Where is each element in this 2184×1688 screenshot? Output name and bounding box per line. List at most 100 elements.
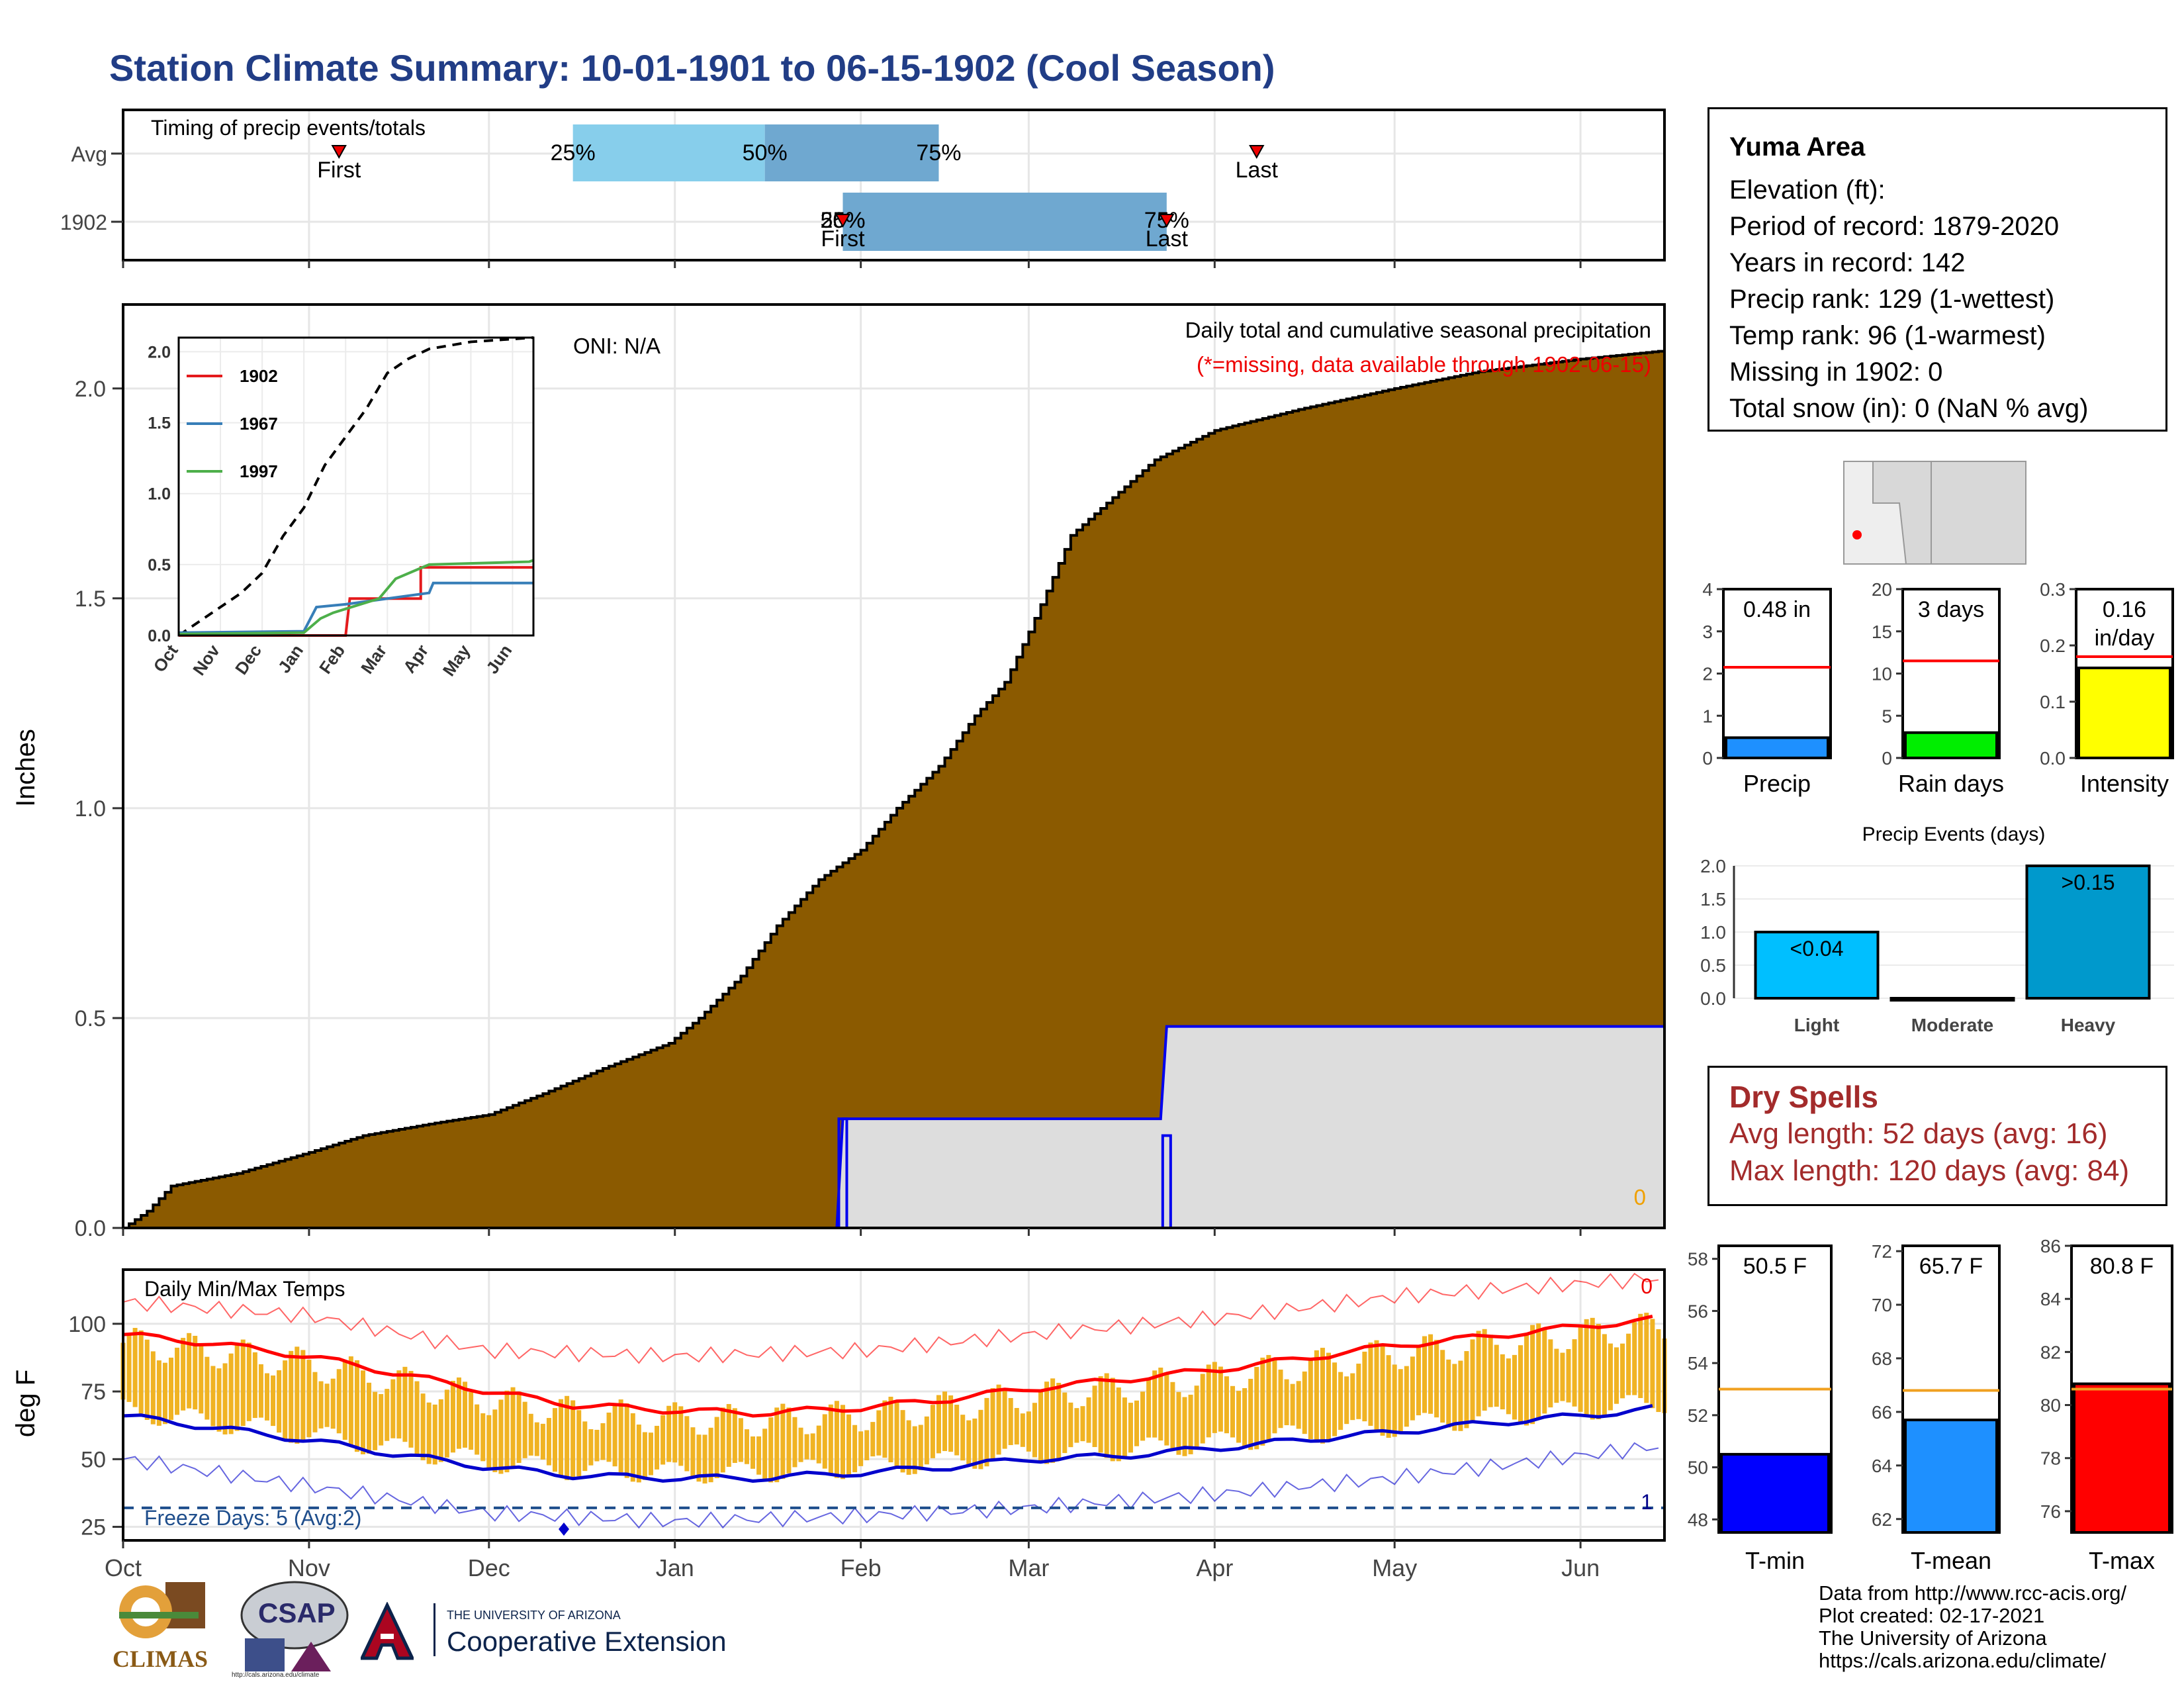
temps-daily-bar [666, 1405, 672, 1462]
timing-row-label-1902: 1902 [60, 211, 107, 234]
events-ytick-label-1: 0.5 [1700, 955, 1726, 976]
temps-daily-bar [1608, 1343, 1613, 1411]
temps-daily-bar [906, 1420, 911, 1475]
temps-daily-bar [894, 1400, 899, 1468]
page-title: Station Climate Summary: 10-01-1901 to 0… [109, 47, 1275, 89]
temps-daily-bar [552, 1408, 557, 1472]
temps-record-count: 0 [1641, 1274, 1653, 1298]
temps-daily-bar [252, 1352, 257, 1419]
temps-daily-bar [324, 1383, 330, 1427]
temps-daily-bar [714, 1417, 719, 1478]
temps-daily-bar [138, 1330, 144, 1414]
dry-spells-box: Dry Spells Avg length: 52 days (avg: 16)… [1707, 1066, 2167, 1206]
temps-daily-bar [1476, 1331, 1481, 1417]
temps-y-axis-label: deg F [11, 1370, 40, 1437]
temps-daily-bar [846, 1414, 852, 1477]
temps-daily-bar [738, 1418, 743, 1462]
tmin_mini-axis-label: T-min [1745, 1547, 1805, 1574]
temps-daily-bar [1254, 1366, 1259, 1450]
temps-daily-bar [636, 1425, 641, 1483]
temps-daily-bar [1038, 1391, 1044, 1462]
credit-url: https://cals.arizona.edu/climate/ [1819, 1649, 2107, 1672]
temps-daily-bar [456, 1377, 461, 1449]
temps-daily-bar [660, 1415, 666, 1465]
temps-daily-bar [792, 1417, 797, 1468]
temps-record-min-line [122, 1442, 1659, 1529]
precip-ytick-label-1: 0.5 [75, 1006, 106, 1031]
timing-row-label-avg: Avg [71, 142, 107, 166]
temps-daily-bar [1098, 1376, 1103, 1453]
temps-daily-bar [1434, 1340, 1439, 1418]
temps-daily-bar [606, 1412, 612, 1462]
temps-daily-bar [420, 1393, 426, 1461]
temps-daily-bar [1026, 1411, 1031, 1452]
inset-series-line-1997 [178, 559, 534, 635]
station-line-temp-rank: Temp rank: 96 (1-warmest) [1729, 321, 2046, 350]
temps-daily-bar [1134, 1400, 1140, 1446]
temps-daily-bar [234, 1344, 240, 1431]
temps-daily-bar [1110, 1378, 1115, 1462]
tmean_mini-ytick-label-4: 70 [1872, 1295, 1892, 1315]
temps-daily-bar [1302, 1371, 1307, 1434]
tmax_mini-ytick-label-2: 80 [2040, 1395, 2061, 1416]
temps-daily-bar [1632, 1322, 1637, 1395]
temps-daily-bar [1170, 1382, 1175, 1451]
temps-daily-bar [210, 1366, 216, 1427]
temps-daily-bar [271, 1375, 276, 1427]
temps-daily-bar [984, 1397, 989, 1467]
temps-record-max-line [122, 1272, 1659, 1364]
temps-daily-bar [678, 1406, 684, 1466]
temps-daily-bar [181, 1338, 186, 1411]
events-ytick-label-3: 1.5 [1700, 889, 1726, 910]
temps-xtick-label-5: Mar [1008, 1554, 1049, 1581]
temps-daily-bar [1524, 1333, 1529, 1426]
temps-daily-bar [588, 1429, 594, 1466]
temps-daily-bar [918, 1425, 923, 1470]
inset-avg-dashed-line [177, 336, 534, 637]
temps-daily-bar [876, 1410, 882, 1456]
temps-daily-bar [246, 1342, 251, 1421]
temps-daily-bar [726, 1404, 731, 1467]
ua-divider [433, 1603, 435, 1656]
temps-daily-bar [780, 1403, 786, 1479]
temps-daily-bar [810, 1433, 815, 1460]
raindays_mini-value-bar [1904, 731, 1998, 759]
temps-daily-bar [1284, 1379, 1289, 1425]
temps-daily-bar [1590, 1317, 1595, 1420]
temps-daily-bar [264, 1373, 269, 1421]
inset-legend-label-1967: 1967 [240, 414, 278, 434]
temps-daily-bar [1626, 1333, 1631, 1395]
timing-avg-last-marker [1249, 145, 1265, 160]
temps-daily-bar [696, 1434, 702, 1482]
tmin_mini-ytick-label-4: 56 [1688, 1301, 1708, 1321]
temps-daily-bar [450, 1380, 455, 1453]
timing-title: Timing of precip events/totals [151, 116, 426, 140]
temps-daily-bar [258, 1364, 263, 1418]
temps-daily-bar [1236, 1391, 1242, 1443]
temps-daily-bar [367, 1382, 372, 1454]
tmean_mini-ytick-label-1: 64 [1872, 1456, 1892, 1476]
temps-daily-bar [1266, 1354, 1271, 1440]
inset-ytick-label-2: 1.0 [148, 485, 171, 504]
temps-daily-bar [1002, 1388, 1007, 1449]
temps-daily-bar [1362, 1351, 1367, 1422]
temps-daily-bar [768, 1417, 774, 1483]
tmax_mini-value-label: 80.8 F [2090, 1254, 2154, 1279]
timing-panel-border [122, 109, 1666, 261]
events-category-label-heavy: Heavy [2061, 1015, 2116, 1035]
temps-daily-bar [672, 1402, 678, 1463]
events-ytick-label-2: 1.0 [1700, 922, 1726, 943]
temps-daily-bar [744, 1429, 749, 1464]
precip-y-axis-label: Inches [11, 729, 40, 807]
temps-daily-bar [1452, 1364, 1457, 1431]
temps-daily-bar [486, 1415, 492, 1468]
tmean_mini-axis-label: T-mean [1911, 1547, 1991, 1574]
temps-freeze-count: 1 [1641, 1490, 1653, 1514]
temps-daily-bar [720, 1407, 725, 1473]
station-line-years: Years in record: 142 [1729, 248, 1966, 277]
temps-daily-bar [342, 1360, 347, 1440]
temps-daily-bar [756, 1436, 762, 1475]
precip-1902-cumulative-fill [123, 1026, 1664, 1228]
temps-daily-bar [942, 1391, 948, 1452]
temps-daily-bar [1398, 1369, 1403, 1433]
